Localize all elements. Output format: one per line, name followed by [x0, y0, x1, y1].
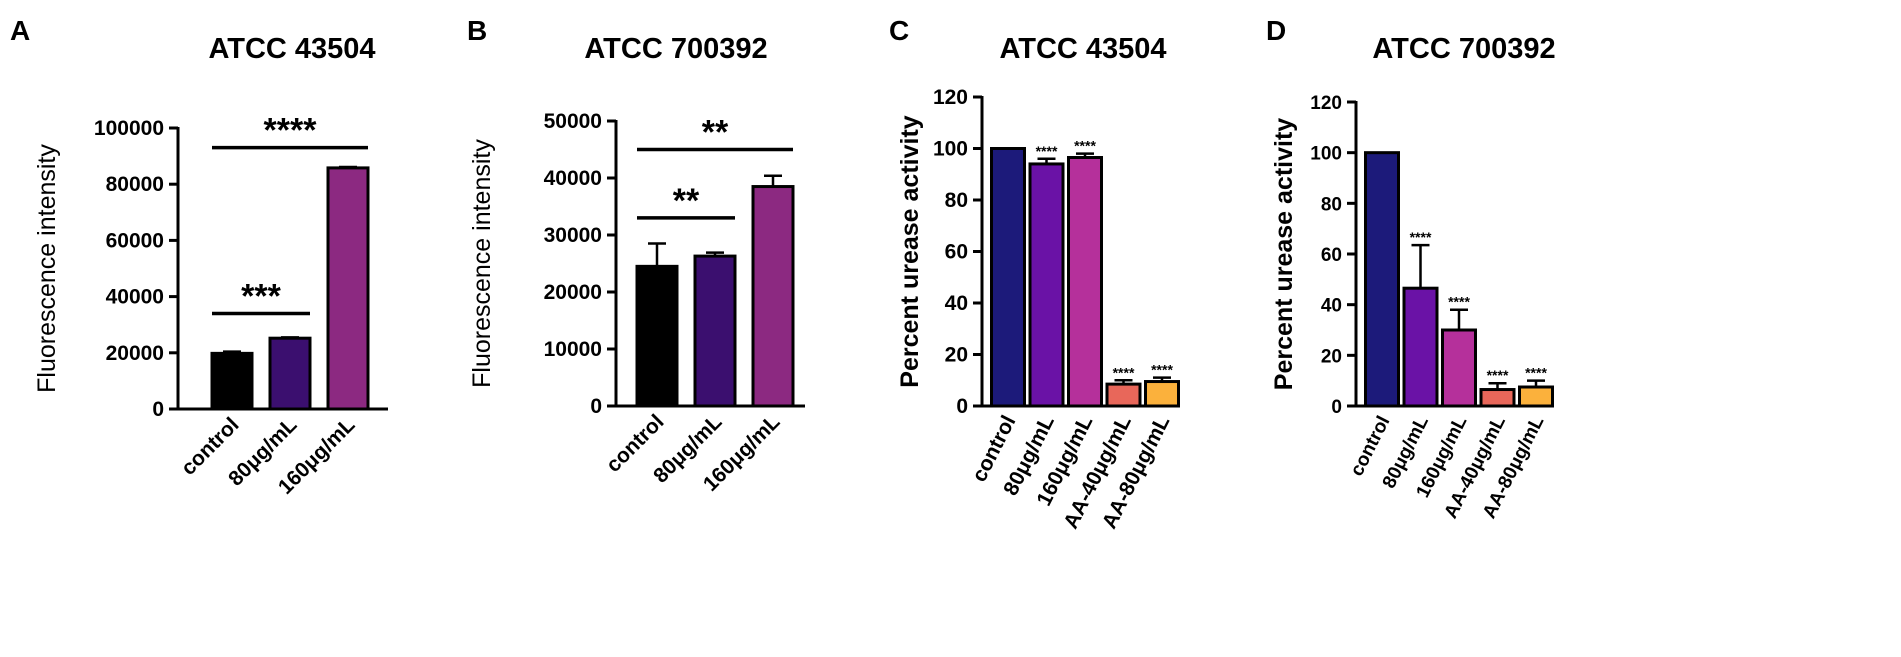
bar: [751, 185, 795, 408]
bar: [210, 351, 254, 411]
y-tick-label: 40: [945, 292, 968, 315]
bar: [1479, 388, 1516, 408]
significance-label: ****: [1151, 362, 1173, 378]
y-tick-label: 80: [945, 189, 968, 212]
chart-title: ATCC 43504: [999, 33, 1166, 65]
bar: [1028, 162, 1065, 408]
y-tick-label: 60: [1321, 245, 1342, 266]
panel-letter: B: [467, 15, 487, 46]
y-tick-label: 0: [1331, 397, 1342, 418]
y-tick-label: 80000: [106, 173, 164, 196]
panel-letter: C: [889, 15, 909, 46]
y-tick-label: 100: [933, 138, 968, 161]
panel-b: B ATCC 700392 Fluorescence intensity 0 10000…: [467, 15, 805, 496]
y-tick-label: 0: [590, 395, 602, 418]
panel-d: D ATCC 700392 Percent urease activity 0 20 40…: [1266, 15, 1556, 522]
panel-letter: A: [10, 15, 30, 46]
significance-label: ****: [264, 112, 318, 150]
y-tick-label: 0: [152, 398, 164, 421]
y-tick-label: 10000: [544, 338, 602, 361]
significance-label: ****: [1448, 294, 1470, 310]
y-tick-label: 100: [1310, 144, 1342, 165]
y-tick-label: 100000: [94, 117, 164, 140]
y-tick-label: 60: [945, 241, 968, 264]
bar: [1364, 151, 1400, 408]
panel-a: A ATCC 43504 Fluorescence intensity 0 20000 4…: [10, 15, 388, 499]
y-tick-label: 60000: [106, 229, 164, 252]
y-axis-label: Fluorescence intensity: [33, 144, 61, 393]
bar: [1105, 382, 1142, 408]
y-tick-label: 20000: [544, 281, 602, 304]
significance-label: ****: [1410, 229, 1432, 245]
significance-label: ****: [1036, 143, 1058, 159]
significance-label: ****: [1525, 365, 1547, 381]
chart-title: ATCC 700392: [584, 33, 767, 65]
y-tick-label: 20000: [106, 342, 164, 365]
bar: [1067, 156, 1103, 408]
y-axis-label: Fluorescence intensity: [468, 139, 496, 388]
y-tick-label: 20: [1321, 346, 1342, 367]
significance-label: ****: [1074, 138, 1096, 154]
bar: [635, 264, 679, 408]
significance-label: **: [673, 182, 700, 220]
y-tick-label: 120: [1310, 93, 1342, 114]
panel-c: C ATCC 43504 Percent urease activity 0 20 40 6…: [889, 15, 1180, 532]
bar: [1144, 380, 1180, 408]
bar: [326, 166, 370, 411]
bar: [1402, 286, 1439, 408]
significance-label: ****: [1113, 364, 1135, 380]
y-tick-label: 40000: [106, 286, 164, 309]
panel-letter: D: [1266, 15, 1286, 46]
y-tick-label: 20: [945, 344, 968, 367]
y-tick-label: 50000: [544, 110, 602, 133]
y-tick-label: 40: [1321, 296, 1342, 317]
y-axis-label: Percent urease activity: [896, 115, 924, 387]
significance-label: **: [702, 114, 729, 152]
chart-title: ATCC 700392: [1372, 33, 1555, 65]
bar: [990, 147, 1026, 408]
y-tick-label: 30000: [544, 224, 602, 247]
bar: [1518, 385, 1554, 408]
y-tick-label: 0: [956, 395, 968, 418]
y-axis-label: Percent urease activity: [1270, 118, 1298, 390]
chart-title: ATCC 43504: [208, 33, 375, 65]
y-tick-label: 80: [1321, 194, 1342, 215]
bar: [693, 254, 737, 408]
significance-label: ****: [1487, 367, 1509, 383]
bar: [268, 336, 312, 411]
y-tick-label: 120: [933, 86, 968, 109]
y-tick-label: 40000: [544, 167, 602, 190]
significance-label: ***: [241, 277, 281, 315]
bar: [1441, 328, 1477, 408]
